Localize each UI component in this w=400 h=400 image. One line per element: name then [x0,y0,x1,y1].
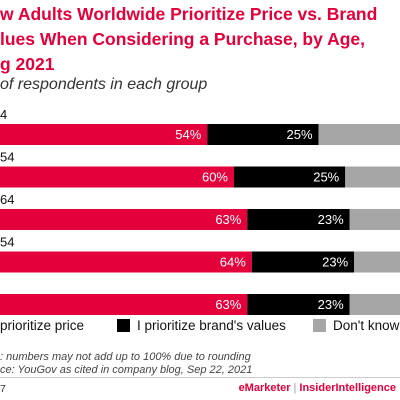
bar-1-2 [247,209,350,230]
data-label-1-1: 25% [313,170,339,185]
bar-1-1 [234,166,346,188]
bar-0-0 [0,124,208,145]
category-label-0: 4 [0,107,7,122]
data-label-0-1: 60% [202,170,228,185]
chart-subtitle: of respondents in each group [0,76,208,93]
chart-title-line-3: g 2021 [0,54,55,74]
data-label-1-2: 23% [318,212,344,227]
category-label-2: 64 [0,192,14,207]
data-label-1-3: 23% [322,255,348,270]
bar-0-4 [0,294,248,315]
data-label-0-4: 63% [215,297,241,312]
bar-2-2 [349,209,400,230]
data-label-1-4: 23% [318,297,344,312]
bar-0-3 [0,251,252,273]
footer-brand-insider: InsiderIntelligence [299,382,396,394]
data-label-1-0: 25% [287,127,313,142]
legend-item-dont-know: Don't know [313,318,399,333]
data-label-0-3: 64% [220,255,246,270]
bar-0-1 [0,166,234,188]
footer-brand-emarketer: eMarketer [238,382,291,394]
bar-2-1 [345,166,400,188]
bar-1-0 [207,124,319,145]
bar-2-3 [354,251,400,273]
chart-title-line-1: w Adults Worldwide Prioritize Price vs. … [0,4,378,24]
legend-item-brand-values: I prioritize brand's values [117,318,286,333]
stacked-bar-chart: 4 54% 25% 54 60% 25% 64 63% 23% 54 64% 23% 63% 23% [0,107,400,315]
legend-item-price: prioritize price [0,318,84,333]
legend-swatch-dont-know [313,319,326,332]
data-label-0-2: 63% [215,212,241,227]
chart-source: ce: YouGov as cited in company blog, Sep… [0,364,253,376]
legend-label-dont-know: Don't know [333,318,400,333]
footer-brand: eMarketer | InsiderIntelligence [239,382,396,394]
bar-1-3 [251,251,355,273]
bar-1-4 [247,294,350,315]
legend-label-price: prioritize price [0,318,85,333]
legend-label-brand-values: I prioritize brand's values [137,318,286,333]
legend-swatch-brand-values [117,319,130,332]
chart-legend: prioritize price I prioritize brand's va… [0,318,400,338]
chart-note: : numbers may not add up to 100% due to … [0,351,251,363]
bar-0-2 [0,209,248,230]
category-label-1: 54 [0,150,14,165]
bar-2-4 [349,294,400,315]
category-label-3: 54 [0,235,14,250]
data-label-0-0: 54% [175,127,201,142]
footer-divider [0,377,400,378]
footer-separator: | [293,382,297,394]
footer-chart-id: 7 [0,383,6,395]
chart-title-line-2: lues When Considering a Purchase, by Age… [0,29,365,49]
bar-2-0 [318,124,400,145]
